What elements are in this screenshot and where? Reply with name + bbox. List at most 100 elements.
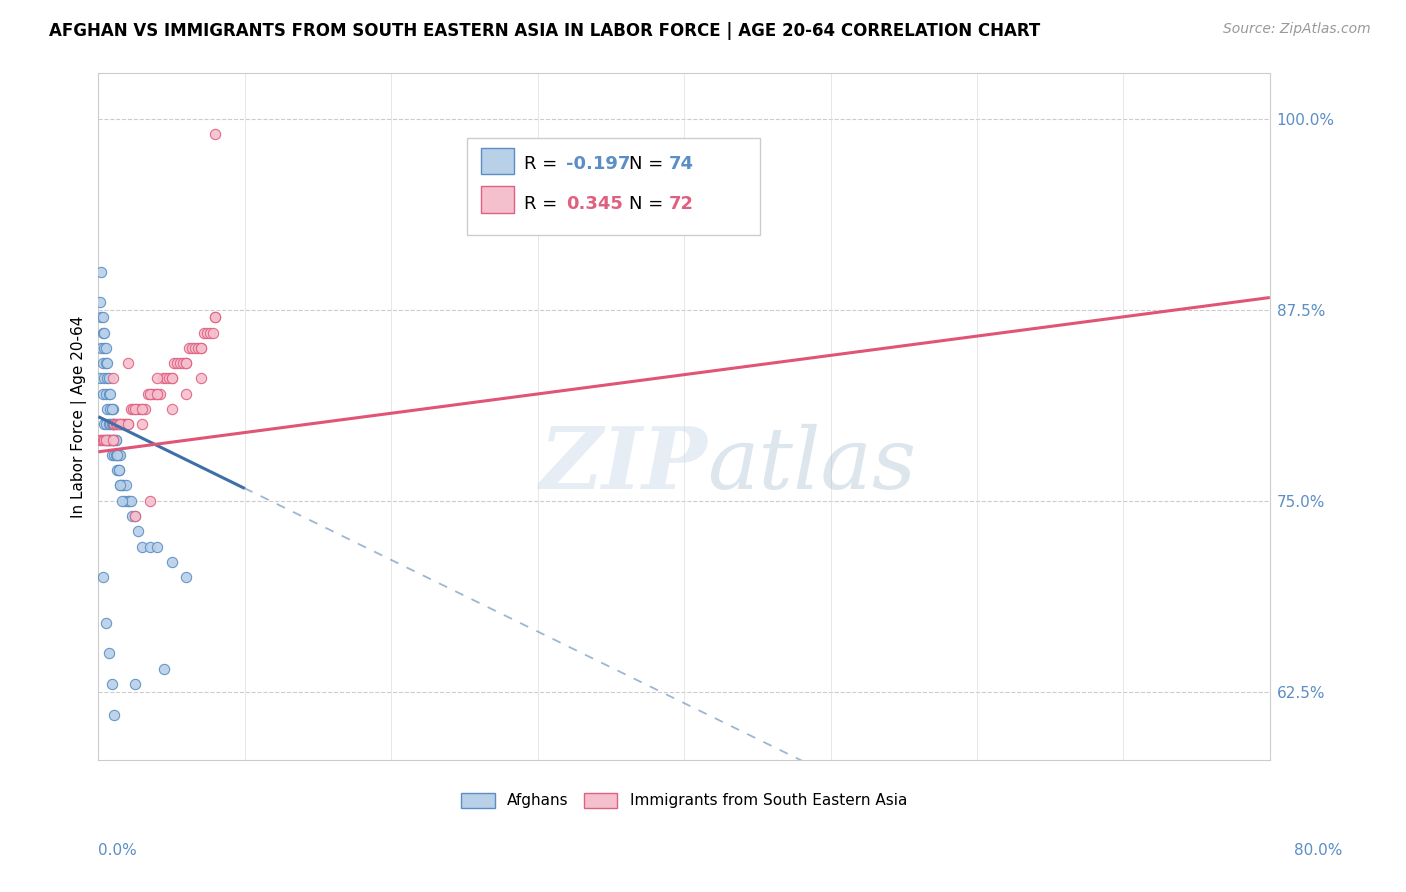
Point	[179, 341, 201, 355]
Point	[96, 433, 118, 447]
Text: 72: 72	[669, 195, 693, 213]
Point	[146, 371, 169, 385]
Point	[104, 448, 127, 462]
Point	[120, 493, 142, 508]
Point	[110, 478, 132, 492]
Point	[93, 326, 115, 340]
Point	[96, 402, 118, 417]
Point	[97, 371, 120, 385]
Point	[110, 417, 132, 432]
Point	[108, 463, 131, 477]
Point	[117, 417, 139, 432]
Point	[104, 417, 127, 432]
Point	[111, 417, 134, 432]
Point	[124, 508, 146, 523]
Point	[131, 417, 153, 432]
Point	[146, 386, 169, 401]
Y-axis label: In Labor Force | Age 20-64: In Labor Force | Age 20-64	[72, 316, 87, 518]
Point	[89, 371, 111, 385]
Point	[90, 264, 112, 278]
Text: AFGHAN VS IMMIGRANTS FROM SOUTH EASTERN ASIA IN LABOR FORCE | AGE 20-64 CORRELAT: AFGHAN VS IMMIGRANTS FROM SOUTH EASTERN …	[49, 22, 1040, 40]
Point	[127, 524, 149, 539]
Point	[97, 417, 120, 432]
Point	[160, 555, 183, 569]
Point	[163, 356, 186, 370]
Bar	[481, 186, 515, 212]
Point	[110, 478, 132, 492]
Text: Source: ZipAtlas.com: Source: ZipAtlas.com	[1223, 22, 1371, 37]
Point	[97, 433, 120, 447]
Point	[190, 371, 212, 385]
Text: 80.0%: 80.0%	[1295, 843, 1343, 858]
Point	[152, 371, 174, 385]
Point	[98, 433, 121, 447]
Point	[128, 402, 150, 417]
Point	[108, 417, 131, 432]
Legend: Afghans, Immigrants from South Eastern Asia: Afghans, Immigrants from South Eastern A…	[456, 787, 912, 814]
Point	[101, 433, 124, 447]
Point	[91, 310, 114, 325]
Point	[91, 356, 114, 370]
Point	[198, 326, 221, 340]
Point	[122, 402, 145, 417]
Point	[112, 417, 135, 432]
Point	[117, 493, 139, 508]
Point	[112, 478, 135, 492]
Point	[124, 508, 146, 523]
Point	[93, 341, 115, 355]
Point	[105, 448, 128, 462]
Point	[101, 402, 124, 417]
Point	[136, 386, 159, 401]
Point	[94, 341, 117, 355]
Text: R =: R =	[523, 195, 562, 213]
Point	[94, 615, 117, 630]
Point	[172, 356, 194, 370]
Point	[174, 356, 197, 370]
Point	[160, 371, 183, 385]
Point	[101, 371, 124, 385]
Point	[89, 295, 111, 310]
Point	[93, 371, 115, 385]
Point	[90, 341, 112, 355]
Point	[100, 433, 122, 447]
Point	[91, 570, 114, 584]
Point	[98, 417, 121, 432]
Point	[111, 478, 134, 492]
Text: 0.345: 0.345	[565, 195, 623, 213]
Point	[105, 448, 128, 462]
Point	[103, 448, 125, 462]
Point	[138, 493, 160, 508]
Point	[146, 540, 169, 554]
Point	[114, 417, 136, 432]
Point	[155, 371, 177, 385]
Point	[187, 341, 209, 355]
Point	[110, 417, 132, 432]
Point	[103, 433, 125, 447]
Point	[138, 386, 160, 401]
Point	[174, 386, 197, 401]
Point	[103, 417, 125, 432]
Point	[120, 402, 142, 417]
Point	[98, 433, 121, 447]
Point	[121, 508, 143, 523]
Point	[174, 356, 197, 370]
Point	[100, 448, 122, 462]
Point	[94, 356, 117, 370]
Point	[195, 326, 218, 340]
Text: 0.0%: 0.0%	[98, 843, 138, 858]
Point	[131, 402, 153, 417]
Text: N =: N =	[628, 195, 669, 213]
Point	[139, 386, 162, 401]
Point	[105, 417, 128, 432]
Point	[108, 463, 131, 477]
Text: 74: 74	[669, 155, 693, 173]
Text: R =: R =	[523, 155, 562, 173]
Point	[101, 433, 124, 447]
Point	[94, 433, 117, 447]
Text: -0.197: -0.197	[565, 155, 630, 173]
Point	[184, 341, 207, 355]
Point	[101, 417, 124, 432]
Point	[193, 326, 215, 340]
Point	[146, 386, 169, 401]
Point	[131, 540, 153, 554]
